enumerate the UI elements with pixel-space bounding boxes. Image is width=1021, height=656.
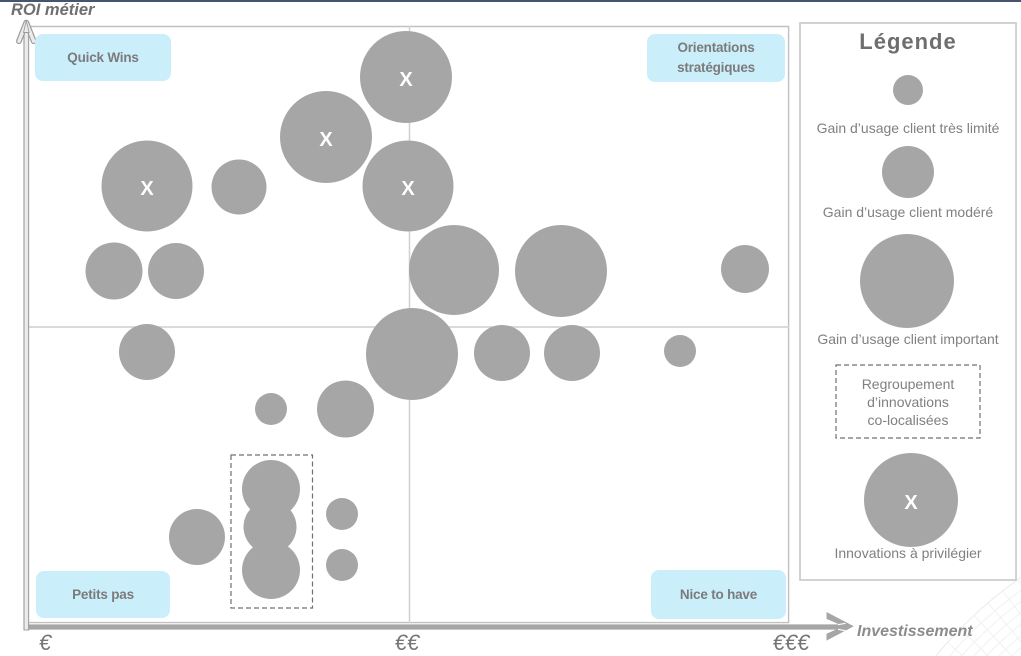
svg-text:X: X [399,69,413,91]
svg-text:X: X [904,492,918,514]
svg-text:X: X [401,178,415,200]
svg-text:X: X [140,178,154,200]
svg-text:X: X [319,129,333,151]
